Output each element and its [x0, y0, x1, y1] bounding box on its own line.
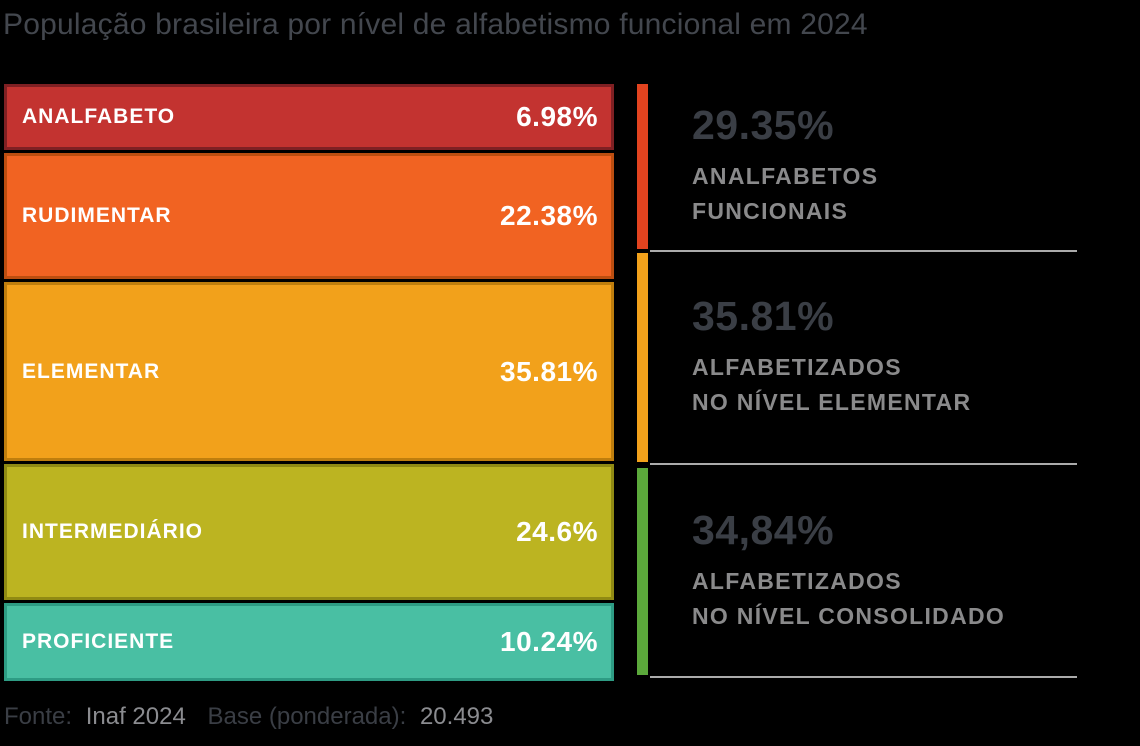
- segment-label: PROFICIENTE: [22, 629, 175, 653]
- group-percent: 34,84%: [692, 506, 835, 553]
- group-content: 35.81% ALFABETIZADOS NO NÍVEL ELEMENTAR: [692, 253, 971, 459]
- base-label: Base (ponderada):: [207, 703, 407, 730]
- segment-value: 24.6%: [516, 515, 598, 547]
- group-annotations: 29.35% ANALFABETOS FUNCIONAIS 35.81% ALFABET…: [637, 0, 1077, 746]
- segment-label: RUDIMENTAR: [22, 203, 172, 227]
- page-title: População brasileira por nível de alfabe…: [3, 8, 868, 41]
- group-percent: 29.35%: [692, 101, 835, 148]
- group-1: 29.35% ANALFABETOS FUNCIONAIS: [637, 84, 1077, 252]
- group-label-line: ALFABETIZADOS: [692, 567, 902, 594]
- group-percent: 35.81%: [692, 292, 835, 339]
- group-separator-line: [650, 463, 1077, 465]
- bar-segment-intermediário: INTERMEDIÁRIO 24.6%: [4, 464, 614, 600]
- group-label-line: FUNCIONAIS: [692, 197, 849, 224]
- group-3: 34,84% ALFABETIZADOS NO NÍVEL CONSOLIDADO: [637, 468, 1077, 678]
- group-label-line: ANALFABETOS: [692, 162, 879, 189]
- bar-segment-proficiente: PROFICIENTE 10.24%: [4, 602, 614, 681]
- segment-value: 35.81%: [500, 355, 598, 387]
- segment-value: 6.98%: [516, 100, 598, 132]
- bar-segment-elementar: ELEMENTAR 35.81%: [4, 281, 614, 462]
- bar-segment-rudimentar: RUDIMENTAR 22.38%: [4, 152, 614, 279]
- group-color-strip: [637, 468, 648, 675]
- stacked-bar-chart: ANALFABETO 6.98% RUDIMENTAR 22.38% ELEMENTAR…: [4, 84, 614, 681]
- group-separator-line: [650, 676, 1077, 678]
- group-content: 29.35% ANALFABETOS FUNCIONAIS: [692, 84, 878, 246]
- segment-value: 22.38%: [500, 199, 598, 231]
- footer: Fonte: Inaf 2024 Base (ponderada): 20.49…: [4, 703, 493, 731]
- segment-value: 10.24%: [500, 625, 598, 657]
- segment-label: ANALFABETO: [22, 104, 176, 128]
- bar-segment-analfabeto: ANALFABETO 6.98%: [4, 84, 614, 150]
- group-color-strip: [637, 84, 648, 249]
- group-2: 35.81% ALFABETIZADOS NO NÍVEL ELEMENTAR: [637, 253, 1077, 465]
- group-label-line: NO NÍVEL ELEMENTAR: [692, 388, 972, 415]
- source-label: Fonte:: [4, 703, 73, 730]
- base-value: 20.493: [419, 703, 494, 730]
- segment-label: INTERMEDIÁRIO: [22, 519, 203, 543]
- group-label-line: ALFABETIZADOS: [692, 353, 902, 380]
- group-color-strip: [637, 253, 648, 462]
- group-content: 34,84% ALFABETIZADOS NO NÍVEL CONSOLIDADO: [692, 468, 1005, 672]
- segment-label: ELEMENTAR: [22, 359, 161, 383]
- group-separator-line: [650, 250, 1077, 252]
- source-value: Inaf 2024: [85, 703, 186, 730]
- group-label-line: NO NÍVEL CONSOLIDADO: [692, 602, 1006, 629]
